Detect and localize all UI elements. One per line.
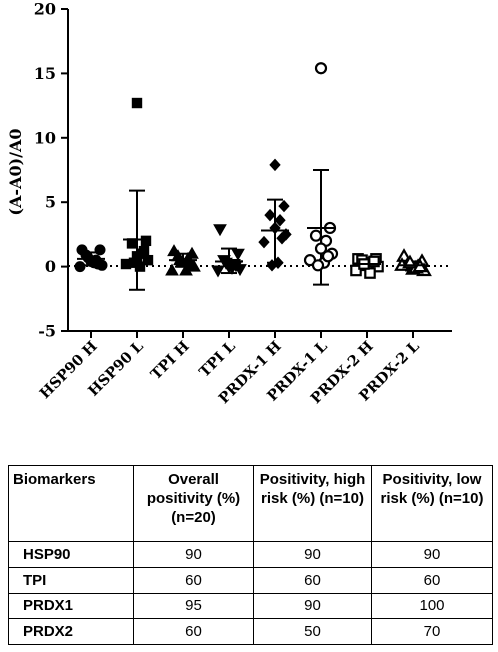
data-point: [92, 258, 104, 270]
data-point: [368, 255, 380, 268]
y-tick-label: 0: [45, 257, 56, 276]
data-group: [74, 244, 108, 273]
table-header-row: Biomarkers Overall positivity (%) (n=20)…: [8, 465, 493, 542]
data-point: [321, 250, 335, 263]
header-overall-positivity: Overall positivity (%) (n=20): [133, 465, 254, 542]
table-row: TPI 60 60 60: [8, 566, 493, 594]
table-row: PRDX2 60 50 70: [8, 618, 493, 645]
data-point: [211, 265, 225, 278]
header-biomarkers: Biomarkers: [8, 465, 134, 542]
data-point: [74, 261, 86, 273]
data-group: [350, 253, 384, 279]
cell-high-risk: 50: [253, 618, 372, 645]
data-point: [183, 257, 197, 270]
data-point: [128, 257, 140, 268]
cell-overall: 90: [133, 541, 254, 568]
data-group: [258, 158, 292, 272]
data-point: [213, 224, 227, 237]
data-point: [350, 264, 362, 277]
row-biomarker: PRDX1: [8, 592, 134, 620]
header-high-risk: Positivity, high risk (%) (n=10): [253, 465, 372, 542]
cell-overall: 60: [133, 618, 254, 645]
x-tick-label: TPI L: [196, 338, 239, 381]
cell-low-risk: 100: [371, 592, 493, 620]
data-point: [314, 242, 328, 255]
data-point: [264, 208, 276, 222]
y-tick-label: 15: [34, 64, 56, 83]
data-group: [120, 97, 154, 291]
y-tick-label: -5: [38, 322, 56, 341]
row-biomarker: PRDX2: [8, 618, 134, 645]
cell-high-risk: 90: [253, 541, 372, 568]
data-point: [165, 263, 179, 276]
data-point: [266, 259, 278, 272]
y-tick-label: 20: [34, 0, 56, 19]
cell-high-risk: 60: [253, 566, 372, 594]
data-point: [94, 244, 106, 256]
cell-overall: 95: [133, 592, 254, 620]
y-axis-title: (A-A0)/A0: [6, 128, 25, 215]
cell-high-risk: 90: [253, 592, 372, 620]
data-point: [179, 263, 193, 276]
cell-low-risk: 90: [371, 541, 493, 568]
cell-low-risk: 70: [371, 618, 493, 645]
table-row: PRDX1 95 90 100: [8, 592, 493, 620]
data-groups: [74, 62, 432, 291]
table-row: HSP90 90 90 90: [8, 541, 493, 568]
data-point: [140, 235, 152, 247]
data-point: [138, 245, 150, 257]
data-group: [303, 62, 339, 286]
row-biomarker: TPI: [8, 566, 134, 594]
data-point: [258, 235, 270, 249]
data-point: [276, 232, 288, 245]
data-point: [269, 158, 281, 172]
data-point: [131, 97, 143, 109]
data-point: [309, 229, 323, 242]
row-biomarker: HSP90: [8, 541, 134, 568]
y-tick-label: 5: [45, 193, 56, 212]
data-point: [274, 213, 286, 227]
data-point: [311, 259, 325, 272]
data-group: [211, 224, 247, 278]
header-low-risk: Positivity, low risk (%) (n=10): [371, 465, 493, 542]
data-point: [82, 252, 94, 264]
data-point: [278, 199, 290, 213]
data-point: [364, 267, 376, 279]
x-tick-label: TPI H: [147, 338, 193, 384]
data-group: [394, 248, 432, 277]
cell-overall: 60: [133, 566, 254, 594]
cell-low-risk: 60: [371, 566, 493, 594]
y-ticks: -5 0 5 10 15 20: [34, 0, 68, 341]
data-group: [165, 244, 201, 276]
data-point: [314, 62, 328, 75]
y-tick-label: 10: [34, 128, 56, 147]
biomarker-positivity-table: Biomarkers Overall positivity (%) (n=20)…: [8, 465, 493, 645]
data-point: [231, 248, 245, 261]
